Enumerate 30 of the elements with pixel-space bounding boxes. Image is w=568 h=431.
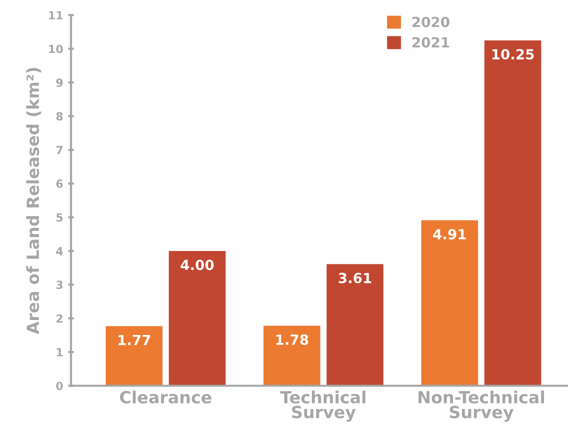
y-tick-label: 11 [49, 11, 63, 20]
bar [106, 326, 163, 386]
x-tick-label: Technical Survey [280, 390, 366, 422]
y-tick-label: 3 [56, 280, 62, 290]
legend-label: 2020 [412, 16, 450, 28]
y-tick-label: 1 [56, 348, 63, 356]
data-label: 4.91 [433, 228, 466, 240]
y-tick-label: 8 [56, 112, 63, 121]
data-label: 10.25 [492, 49, 534, 60]
x-tick-label: Clearance [120, 390, 212, 404]
data-label: 1.77 [118, 334, 150, 346]
y-tick-label: 6 [56, 180, 63, 188]
bar [263, 326, 320, 386]
bar [421, 220, 478, 386]
y-tick-label: 4 [56, 247, 63, 256]
y-tick-label: 2 [56, 314, 62, 323]
bar [168, 250, 226, 386]
y-tick-label: 0 [56, 382, 63, 390]
legend-label: 2021 [412, 37, 450, 48]
data-label: 1.78 [276, 334, 308, 345]
x-tick-label: Non-Technical Survey [418, 390, 544, 422]
bar [326, 264, 384, 386]
y-tick-label: 9 [56, 78, 63, 87]
y-tick-label: 7 [56, 146, 62, 154]
data-label: 4.00 [180, 260, 214, 270]
y-axis-title: Area of Land Released (km²) [26, 68, 42, 334]
y-tick-label: 5 [56, 213, 63, 222]
bar [484, 40, 542, 386]
y-tick-label: 10 [49, 44, 63, 54]
data-label: 3.61 [338, 272, 372, 284]
